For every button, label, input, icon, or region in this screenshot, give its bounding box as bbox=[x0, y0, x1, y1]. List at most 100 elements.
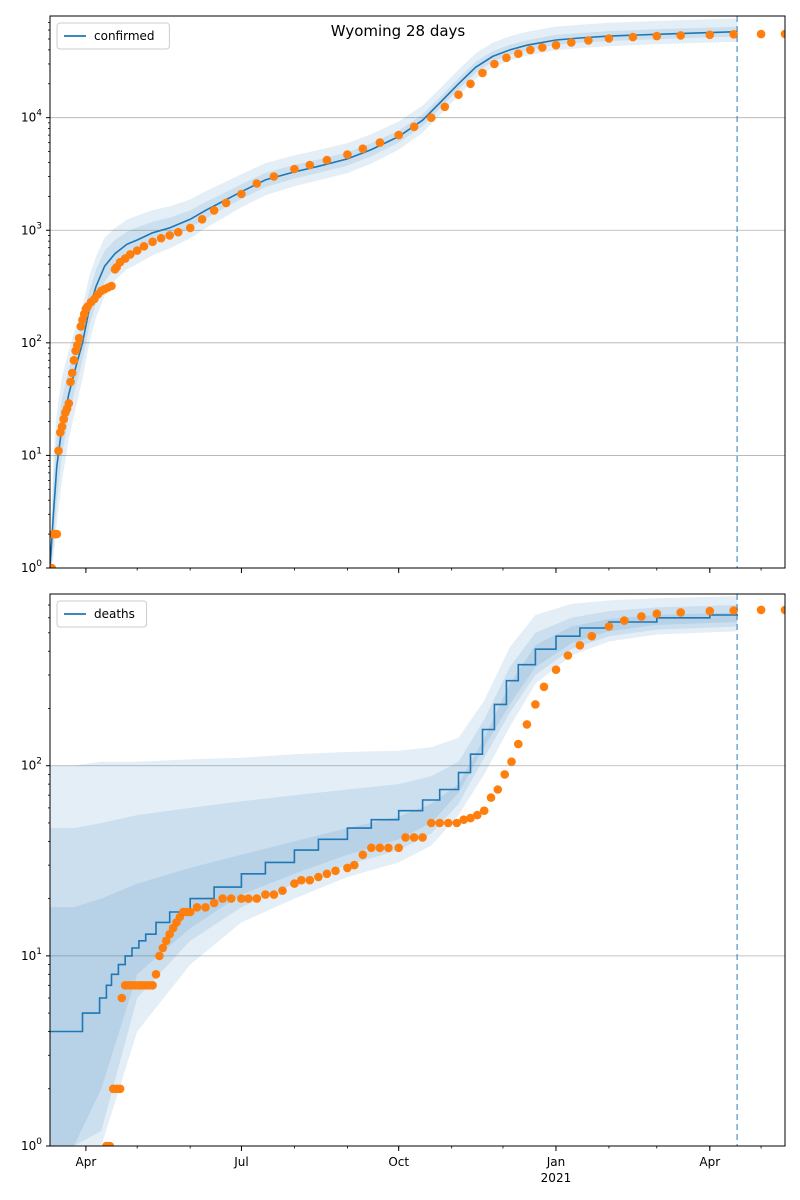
observed-point bbox=[514, 739, 523, 749]
observed-point bbox=[409, 833, 419, 842]
observed-point bbox=[148, 237, 157, 247]
observed-point bbox=[500, 770, 510, 779]
observed-point bbox=[637, 612, 646, 621]
observed-point bbox=[105, 1141, 115, 1146]
legend-box bbox=[56, 600, 148, 628]
observed-point bbox=[76, 322, 86, 331]
observed-point bbox=[155, 951, 164, 961]
observed-point bbox=[490, 59, 499, 69]
observed-point bbox=[409, 122, 419, 132]
observed-point bbox=[493, 785, 503, 794]
observed-point bbox=[567, 38, 576, 47]
observed-point bbox=[551, 665, 561, 674]
observed-point bbox=[444, 818, 453, 828]
observed-point bbox=[563, 651, 573, 660]
plot-frame bbox=[49, 15, 786, 569]
observed-point bbox=[297, 875, 306, 885]
observed-point bbox=[418, 833, 427, 842]
observed-point bbox=[148, 981, 157, 990]
uncertainty-band bbox=[50, 26, 738, 568]
observed-point bbox=[756, 605, 766, 615]
uncertainty-band bbox=[50, 605, 738, 1146]
observed-point bbox=[440, 102, 450, 112]
observed-point bbox=[756, 29, 766, 39]
observed-point bbox=[343, 863, 352, 873]
observed-point bbox=[305, 160, 315, 170]
observed-point bbox=[252, 894, 262, 903]
plot-frame bbox=[49, 593, 786, 1147]
observed-point bbox=[384, 843, 393, 853]
chart-title: Wyoming 28 days bbox=[331, 22, 466, 40]
observed-point bbox=[192, 903, 202, 912]
observed-point bbox=[269, 890, 279, 899]
observed-point bbox=[57, 422, 67, 432]
observed-point bbox=[201, 903, 210, 912]
observed-point bbox=[50, 563, 56, 568]
observed-point bbox=[74, 333, 84, 343]
observed-point bbox=[173, 227, 183, 237]
observed-point bbox=[538, 43, 547, 52]
observed-point bbox=[322, 869, 332, 879]
observed-point bbox=[676, 608, 685, 617]
observed-point bbox=[459, 815, 469, 824]
observed-point bbox=[551, 40, 561, 50]
observed-point bbox=[52, 529, 62, 539]
observed-point bbox=[478, 68, 487, 78]
observed-point bbox=[522, 720, 532, 729]
x-tick-sublabel: 2021 bbox=[541, 1171, 572, 1185]
observed-point bbox=[115, 1084, 125, 1094]
uncertainty-band bbox=[50, 596, 738, 1146]
observed-point bbox=[237, 189, 246, 199]
observed-point bbox=[314, 872, 323, 882]
uncertainty-band bbox=[50, 18, 738, 568]
observed-point bbox=[426, 113, 436, 122]
legend: deaths bbox=[56, 600, 148, 628]
plot-area bbox=[50, 594, 785, 1146]
observed-point bbox=[473, 810, 482, 820]
x-tick-label: Jul bbox=[233, 1155, 248, 1169]
observed-point bbox=[165, 231, 174, 240]
x-tick-label: Apr bbox=[699, 1155, 720, 1169]
observed-point bbox=[507, 757, 516, 766]
observed-point bbox=[69, 356, 79, 365]
observed-point bbox=[780, 605, 785, 615]
observed-point bbox=[514, 49, 523, 58]
observed-point bbox=[322, 155, 332, 165]
observed-point bbox=[290, 879, 299, 888]
observed-point bbox=[676, 31, 685, 40]
observed-point bbox=[269, 172, 279, 181]
observed-point bbox=[358, 850, 368, 860]
observed-point bbox=[244, 894, 253, 903]
observed-point bbox=[575, 641, 585, 650]
observed-point bbox=[604, 34, 614, 43]
observed-point bbox=[185, 223, 195, 233]
observed-point bbox=[705, 30, 715, 40]
observed-point bbox=[531, 700, 540, 709]
observed-point bbox=[584, 36, 593, 45]
observed-point bbox=[221, 198, 231, 208]
observed-point bbox=[452, 818, 462, 828]
observed-point bbox=[454, 90, 463, 99]
observed-point bbox=[107, 281, 116, 291]
observed-point bbox=[343, 150, 352, 159]
observed-point bbox=[252, 179, 262, 188]
legend: confirmed bbox=[56, 22, 170, 50]
x-tick-label: Apr bbox=[76, 1155, 97, 1169]
observed-point bbox=[367, 843, 376, 853]
observed-point bbox=[158, 943, 168, 953]
uncertainty-band bbox=[50, 612, 738, 1146]
observed-point bbox=[64, 399, 74, 408]
observed-point bbox=[278, 886, 287, 895]
observed-point bbox=[652, 31, 662, 41]
observed-point bbox=[185, 907, 195, 917]
observed-point bbox=[705, 606, 715, 616]
observed-point bbox=[237, 894, 246, 903]
observed-point bbox=[66, 377, 75, 387]
observed-point bbox=[628, 32, 638, 42]
observed-point bbox=[539, 682, 549, 692]
observed-point bbox=[466, 813, 475, 823]
plot-area bbox=[50, 16, 785, 568]
observed-point bbox=[375, 843, 385, 853]
observed-point bbox=[350, 860, 359, 870]
